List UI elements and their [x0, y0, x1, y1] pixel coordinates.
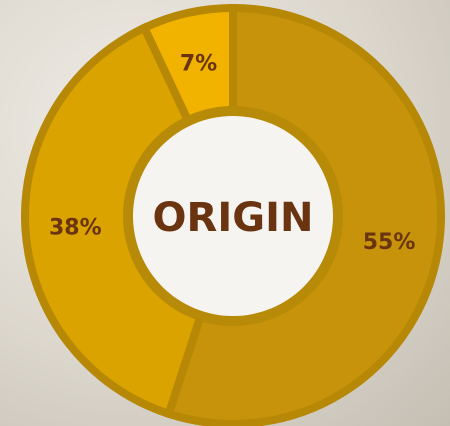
value-label: 7% — [180, 51, 217, 76]
segments — [21, 3, 445, 426]
value-label: 55% — [363, 230, 416, 255]
hole — [133, 116, 333, 316]
value-label: 38% — [49, 215, 102, 240]
center-label: ORIGIN — [153, 195, 314, 241]
